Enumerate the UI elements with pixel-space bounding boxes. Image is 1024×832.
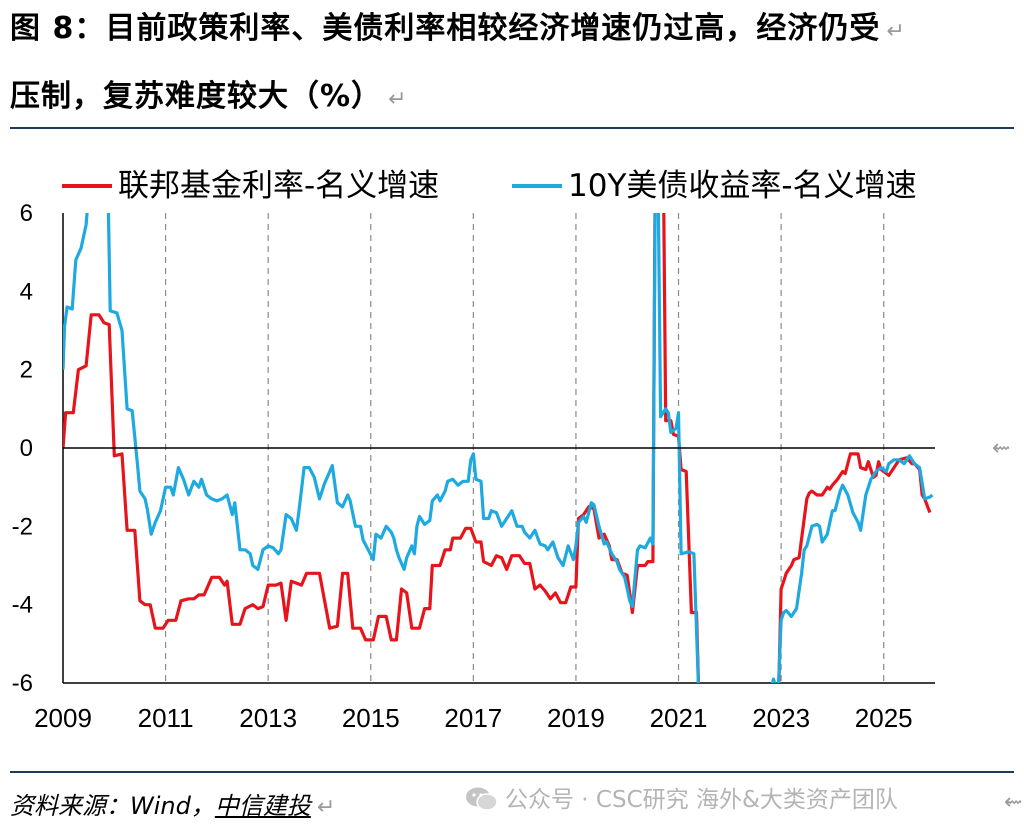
- title-divider: [10, 127, 1014, 129]
- x-tick-label: 2009: [34, 703, 92, 733]
- source-organization: 中信建投: [214, 792, 311, 820]
- figure-title-text-1: 图 8：目前政策利率、美债利率相较经济增速仍过高，经济仍受: [10, 11, 881, 46]
- series-line-3: [770, 454, 934, 683]
- paragraph-mark-icon: ↵: [388, 87, 408, 112]
- source-note: 资料来源：Wind，中信建投 ↵: [10, 786, 335, 821]
- y-tick-label: 6: [20, 200, 33, 227]
- watermark: 公众号 · CSC研究 海外&大类资产团队: [505, 787, 898, 813]
- y-tick-label: -6: [12, 670, 33, 697]
- series-line-1: [63, 213, 700, 683]
- y-tick-label: 0: [20, 435, 33, 462]
- x-tick-label: 2013: [239, 703, 297, 733]
- footer-divider: [10, 771, 1014, 773]
- source-label: 资料来源：Wind，: [10, 792, 215, 820]
- figure-title-text-2: 压制，复苏难度较大（%）: [10, 79, 383, 114]
- paragraph-mark-icon: ↵: [316, 795, 336, 820]
- series-line-2: [777, 452, 932, 683]
- figure-title-line-2: 压制，复苏难度较大（%） ↵: [10, 78, 1018, 119]
- x-tick-label: 2025: [855, 703, 913, 733]
- x-tick-label: 2011: [138, 703, 194, 733]
- figure-title-line-1: 图 8：目前政策利率、美债利率相较经济增速仍过高，经济仍受 ↵: [10, 10, 1018, 51]
- y-tick-label: -2: [12, 513, 33, 540]
- x-tick-label: 2019: [547, 703, 605, 733]
- legend-label-1: 10Y美债收益率-名义增速: [568, 168, 917, 204]
- legend-label-0: 联邦基金利率-名义增速: [118, 168, 439, 204]
- x-tick-label: 2023: [752, 703, 810, 733]
- x-tick-label: 2021: [650, 703, 708, 733]
- y-tick-label: 4: [20, 278, 33, 305]
- series-line-0: [63, 213, 701, 683]
- paragraph-mark-icon: ↵: [886, 19, 906, 44]
- x-tick-label: 2015: [342, 703, 400, 733]
- y-tick-label: 2: [20, 357, 33, 384]
- side-return-icon: ⇜: [992, 436, 1011, 461]
- footer-return-icon: ⇜: [1004, 790, 1023, 815]
- y-tick-label: -4: [12, 592, 33, 619]
- wechat-icon: [466, 787, 498, 811]
- x-tick-label: 2017: [444, 703, 502, 733]
